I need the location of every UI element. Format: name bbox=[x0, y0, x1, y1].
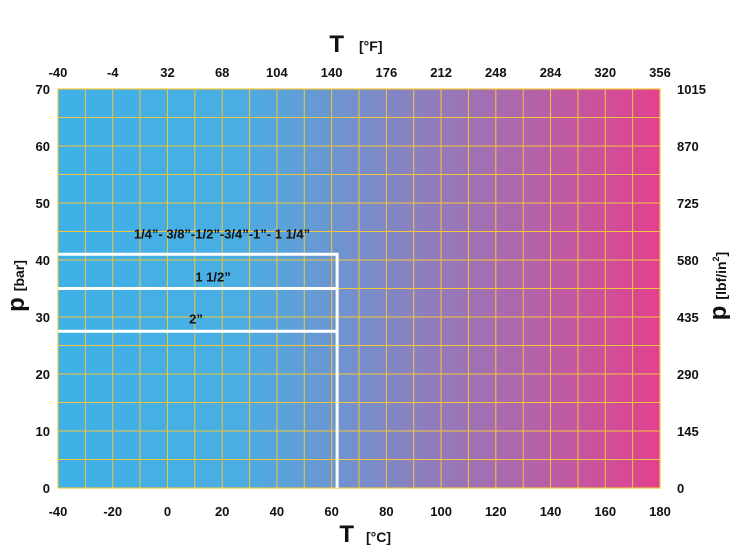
x2-tick-label: 212 bbox=[430, 65, 452, 80]
top-axis-unit: [°F] bbox=[359, 38, 382, 54]
x-tick-label: -40 bbox=[49, 504, 68, 519]
x-tick-label: 120 bbox=[485, 504, 507, 519]
y-tick-label: 30 bbox=[36, 310, 50, 325]
series-label: 1/4”- 3/8”-1/2”-3/4”-1”- 1 1/4” bbox=[134, 226, 310, 241]
bottom-axis-unit: [°C] bbox=[366, 529, 391, 545]
y-tick-label: 10 bbox=[36, 424, 50, 439]
x-tick-label: 160 bbox=[594, 504, 616, 519]
x2-tick-label: -4 bbox=[107, 65, 119, 80]
right-axis-unit-close: ] bbox=[713, 252, 729, 257]
bottom-axis-symbol: T bbox=[339, 521, 354, 548]
x2-tick-label: 356 bbox=[649, 65, 671, 80]
x-tick-label: 180 bbox=[649, 504, 671, 519]
right-axis-unit-superscript: 2 bbox=[711, 256, 721, 261]
x2-tick-label: 68 bbox=[215, 65, 229, 80]
right-axis-unit: [lbf/in bbox=[713, 261, 729, 299]
y2-tick-label: 145 bbox=[677, 424, 699, 439]
x-tick-label: 40 bbox=[270, 504, 284, 519]
left-axis-title: p [bar] bbox=[3, 260, 30, 312]
y-tick-label: 20 bbox=[36, 367, 50, 382]
series-lines: 1/4”- 3/8”-1/2”-3/4”-1”- 1 1/4” 1 1/2” 2” bbox=[58, 226, 339, 488]
y-tick-label: 60 bbox=[36, 139, 50, 154]
right-axis-title: p [lbf/in2] bbox=[705, 252, 730, 320]
x2-tick-label: 320 bbox=[594, 65, 616, 80]
y-tick-label: 70 bbox=[36, 82, 50, 97]
top-axis-symbol: T bbox=[329, 31, 344, 58]
x2-tick-label: 248 bbox=[485, 65, 507, 80]
x2-tick-label: 176 bbox=[376, 65, 398, 80]
y2-tick-label: 580 bbox=[677, 253, 699, 268]
x2-tick-label: 32 bbox=[160, 65, 174, 80]
x2-tick-label: -40 bbox=[49, 65, 68, 80]
x-tick-label: 20 bbox=[215, 504, 229, 519]
series-line bbox=[58, 252, 339, 488]
x2-tick-label: 284 bbox=[540, 65, 562, 80]
y2-tick-label: 725 bbox=[677, 196, 699, 211]
right-axis-symbol: p bbox=[705, 306, 730, 321]
x-tick-label: -20 bbox=[103, 504, 122, 519]
y2-tick-label: 0 bbox=[677, 481, 684, 496]
series-label: 2” bbox=[189, 311, 203, 326]
y2-tick-label: 1015 bbox=[677, 82, 706, 97]
series-label: 1 1/2” bbox=[195, 270, 230, 285]
x-tick-label: 0 bbox=[164, 504, 171, 519]
x-tick-label: 60 bbox=[324, 504, 338, 519]
left-axis-unit: [bar] bbox=[11, 260, 27, 291]
y2-tick-label: 870 bbox=[677, 139, 699, 154]
y-tick-label: 50 bbox=[36, 196, 50, 211]
y2-tick-label: 290 bbox=[677, 367, 699, 382]
x2-tick-label: 140 bbox=[321, 65, 343, 80]
x-tick-label: 80 bbox=[379, 504, 393, 519]
y2-tick-label: 435 bbox=[677, 310, 699, 325]
left-axis-symbol: p bbox=[3, 297, 30, 312]
x-tick-label: 100 bbox=[430, 504, 452, 519]
tick-labels: -40 -20 0 20 40 60 80 100 120 140 160 180-40 -4 32 68 1… bbox=[36, 65, 706, 519]
x2-tick-label: 104 bbox=[266, 65, 288, 80]
y-tick-label: 40 bbox=[36, 253, 50, 268]
x-tick-label: 140 bbox=[540, 504, 562, 519]
y-tick-label: 0 bbox=[43, 481, 50, 496]
